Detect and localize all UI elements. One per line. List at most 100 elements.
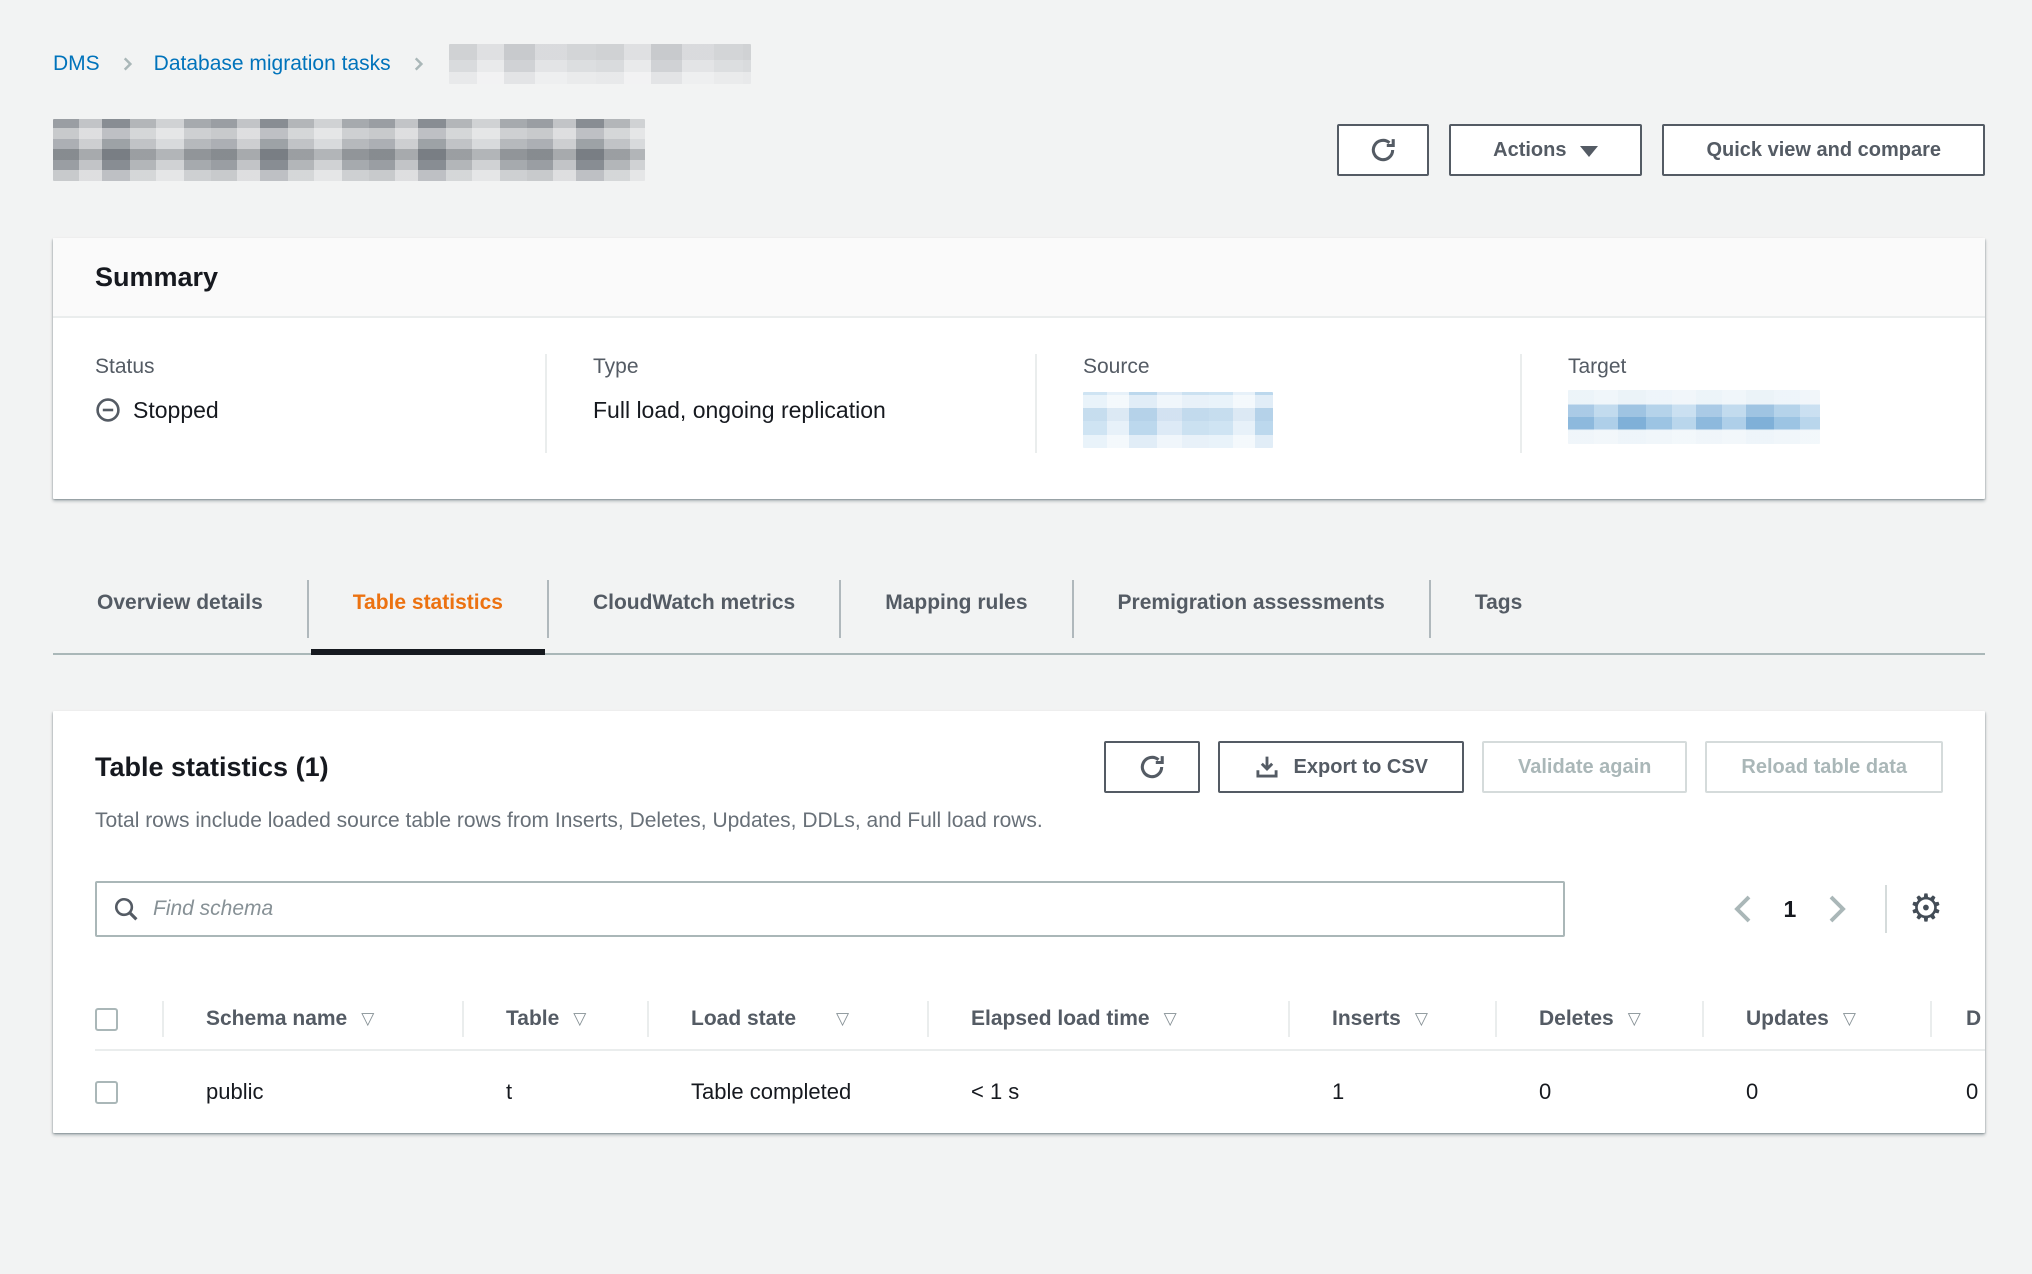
statistics-table: Schema name ▽ Table ▽ Load state ▽ Elapsed … xyxy=(95,989,1985,1133)
tab-table-statistics[interactable]: Table statistics xyxy=(309,565,547,655)
type-value: Full load, ongoing replication xyxy=(593,397,886,423)
export-to-csv-label: Export to CSV xyxy=(1293,755,1428,778)
quick-view-compare-button[interactable]: Quick view and compare xyxy=(1662,124,1985,176)
search-input[interactable] xyxy=(151,882,1547,936)
tab-label: Table statistics xyxy=(352,591,503,614)
tab-label: Premigration assessments xyxy=(1117,591,1385,614)
column-header-schema-name[interactable]: Schema name ▽ xyxy=(162,989,462,1049)
sort-icon: ▽ xyxy=(1842,1009,1856,1028)
column-label: Schema name xyxy=(206,1007,348,1030)
status-value: Stopped xyxy=(95,396,545,424)
chevron-right-icon xyxy=(123,57,132,71)
column-header-updates[interactable]: Updates ▽ xyxy=(1702,989,1930,1049)
page-header: Actions Quick view and compare xyxy=(53,118,1985,182)
refresh-button[interactable] xyxy=(1337,124,1430,176)
summary-card: Summary Status Stopped Type Full load, o… xyxy=(53,238,1985,499)
column-header-elapsed-load-time[interactable]: Elapsed load time ▽ xyxy=(927,989,1288,1049)
column-label: Table xyxy=(506,1007,560,1030)
type-label: Type xyxy=(593,355,639,378)
caret-down-icon xyxy=(1580,145,1599,157)
column-header-table[interactable]: Table ▽ xyxy=(462,989,647,1049)
tab-label: CloudWatch metrics xyxy=(592,591,796,614)
minus-circle-icon xyxy=(96,398,120,422)
cell-table: t xyxy=(506,1079,513,1104)
tab-divider xyxy=(546,580,549,638)
tab-label: Mapping rules xyxy=(885,591,1028,614)
target-link-redacted[interactable] xyxy=(1568,390,1820,444)
tab-label: Overview details xyxy=(97,591,263,614)
breadcrumb-link-migration-tasks[interactable]: Database migration tasks xyxy=(153,52,391,75)
summary-source-column: Source xyxy=(1035,354,1520,453)
chevron-right-icon xyxy=(1829,895,1846,923)
select-all-header-cell xyxy=(95,989,162,1049)
reload-table-data-button[interactable]: Reload table data xyxy=(1705,741,1943,793)
source-label: Source xyxy=(1083,355,1150,378)
column-label: Deletes xyxy=(1539,1007,1614,1030)
table-row: public t Table completed < 1 s 1 0 0 0 xyxy=(95,1051,1985,1133)
breadcrumb: DMS Database migration tasks xyxy=(53,44,1985,84)
column-label: Inserts xyxy=(1332,1007,1401,1030)
chevron-right-icon xyxy=(414,57,423,71)
column-header-ddls-clipped[interactable]: D xyxy=(1930,989,1985,1049)
actions-button[interactable]: Actions xyxy=(1449,124,1643,176)
status-text: Stopped xyxy=(133,397,219,423)
search-icon xyxy=(114,897,138,921)
table-statistics-card: Table statistics (1) Export to CSV Valid… xyxy=(53,711,1985,1133)
sort-icon: ▽ xyxy=(573,1009,587,1028)
download-icon xyxy=(1256,756,1278,778)
breadcrumb-link-dms[interactable]: DMS xyxy=(53,52,100,75)
schema-search-box xyxy=(95,881,1565,937)
cell-schema-name: public xyxy=(206,1079,264,1104)
sort-icon: ▽ xyxy=(1414,1009,1428,1028)
summary-status-column: Status Stopped xyxy=(53,354,545,453)
column-label: Load state xyxy=(691,1007,797,1030)
column-header-load-state[interactable]: Load state ▽ xyxy=(647,989,927,1049)
summary-body: Status Stopped Type Full load, ongoing r… xyxy=(53,318,1985,499)
target-label: Target xyxy=(1568,355,1627,378)
next-page-button[interactable] xyxy=(1815,887,1859,931)
current-page-number: 1 xyxy=(1783,895,1797,922)
gear-icon[interactable]: ⚙ xyxy=(1908,888,1943,930)
table-statistics-header: Table statistics (1) Export to CSV Valid… xyxy=(95,741,1943,793)
header-actions: Actions Quick view and compare xyxy=(1337,124,1985,176)
source-link-redacted[interactable] xyxy=(1083,392,1273,448)
chevron-left-icon xyxy=(1734,895,1751,923)
table-statistics-title: Table statistics (1) xyxy=(95,752,329,782)
export-to-csv-button[interactable]: Export to CSV xyxy=(1217,741,1464,793)
cell-elapsed-load-time: < 1 s xyxy=(971,1079,1020,1104)
cell-inserts: 1 xyxy=(1332,1079,1345,1104)
previous-page-button[interactable] xyxy=(1721,887,1765,931)
tab-divider xyxy=(1428,580,1431,638)
row-select-cell xyxy=(95,1051,162,1133)
column-header-deletes[interactable]: Deletes ▽ xyxy=(1495,989,1702,1049)
tab-label: Tags xyxy=(1474,591,1523,614)
sort-icon: ▽ xyxy=(361,1009,375,1028)
summary-type-column: Type Full load, ongoing replication xyxy=(545,354,1035,453)
column-label: Elapsed load time xyxy=(971,1007,1150,1030)
tab-cloudwatch-metrics[interactable]: CloudWatch metrics xyxy=(549,565,839,653)
summary-title: Summary xyxy=(95,262,219,292)
column-label: Updates xyxy=(1746,1007,1829,1030)
column-header-inserts[interactable]: Inserts ▽ xyxy=(1288,989,1495,1049)
row-checkbox[interactable] xyxy=(95,1080,118,1104)
cell-deletes: 0 xyxy=(1539,1079,1552,1104)
validate-again-button[interactable]: Validate again xyxy=(1482,741,1688,793)
tab-overview-details[interactable]: Overview details xyxy=(53,565,307,653)
table-statistics-buttons: Export to CSV Validate again Reload tabl… xyxy=(1103,741,1943,793)
select-all-checkbox[interactable] xyxy=(95,1007,118,1031)
refresh-icon xyxy=(1140,755,1164,779)
breadcrumb-current-redacted xyxy=(448,44,751,84)
refresh-icon xyxy=(1371,138,1395,162)
tab-mapping-rules[interactable]: Mapping rules xyxy=(841,565,1071,653)
tab-divider xyxy=(306,580,309,638)
tab-bar: Overview details Table statistics CloudW… xyxy=(53,565,1985,655)
tab-tags[interactable]: Tags xyxy=(1431,565,1566,653)
tab-premigration-assessments[interactable]: Premigration assessments xyxy=(1074,565,1429,653)
tab-divider xyxy=(1071,580,1074,638)
sort-icon: ▽ xyxy=(1163,1009,1177,1028)
toolbar-divider xyxy=(1884,885,1887,933)
table-refresh-button[interactable] xyxy=(1103,741,1200,793)
status-label: Status xyxy=(95,355,155,378)
table-header-row: Schema name ▽ Table ▽ Load state ▽ Elapsed … xyxy=(95,989,1985,1051)
sort-icon: ▽ xyxy=(1627,1009,1641,1028)
